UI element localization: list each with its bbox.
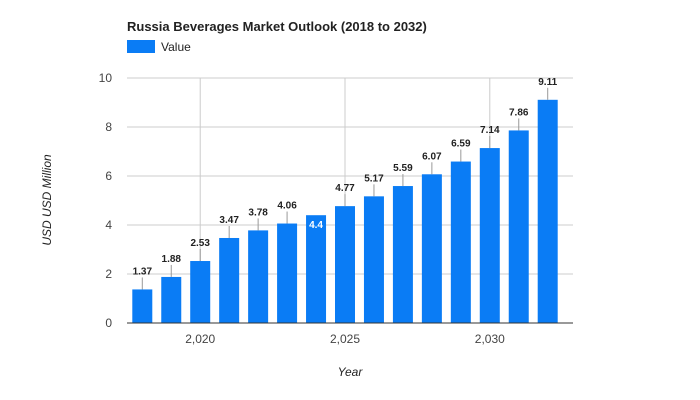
bar bbox=[363, 196, 384, 323]
x-axis-ticks: 2,020 2,025 2,030 bbox=[185, 332, 505, 346]
bar bbox=[219, 237, 240, 323]
x-tick-label: 2,030 bbox=[475, 332, 505, 346]
x-tick-label: 2,020 bbox=[185, 332, 215, 346]
bar bbox=[306, 215, 327, 323]
data-label: 6.07 bbox=[422, 151, 442, 162]
legend: Value bbox=[127, 40, 191, 54]
data-label: 9.11 bbox=[538, 77, 557, 88]
data-label: 1.88 bbox=[162, 254, 182, 265]
y-tick-label: 10 bbox=[99, 71, 113, 85]
data-label: 4.77 bbox=[335, 183, 355, 194]
bar bbox=[450, 161, 471, 323]
bar bbox=[508, 130, 529, 323]
y-tick-label: 8 bbox=[105, 120, 112, 134]
bar bbox=[479, 148, 500, 323]
bars bbox=[132, 99, 558, 324]
data-label: 3.47 bbox=[219, 215, 239, 226]
bar bbox=[335, 206, 355, 323]
data-label: 1.37 bbox=[133, 266, 153, 277]
data-label: 4.06 bbox=[277, 201, 297, 212]
bar bbox=[132, 289, 153, 323]
x-axis-label: Year bbox=[338, 365, 364, 379]
bar bbox=[161, 276, 182, 323]
bar bbox=[277, 223, 298, 323]
data-label: 5.17 bbox=[364, 173, 384, 184]
legend-label: Value bbox=[161, 40, 191, 54]
chart-title: Russia Beverages Market Outlook (2018 to… bbox=[127, 19, 427, 34]
data-label: 4.4 bbox=[309, 220, 323, 231]
data-label: 5.59 bbox=[393, 163, 413, 174]
data-labels: 1.37 1.88 2.53 3.47 3.78 4.06 4.4 4.77 5.17 5.59 6… bbox=[133, 77, 558, 290]
legend-swatch bbox=[127, 40, 155, 53]
bar bbox=[421, 174, 442, 323]
data-label: 2.53 bbox=[190, 238, 210, 249]
bar bbox=[392, 186, 413, 323]
data-label: 7.14 bbox=[480, 125, 500, 136]
bar bbox=[248, 230, 269, 323]
y-tick-label: 2 bbox=[105, 267, 112, 281]
x-tick-label: 2,025 bbox=[330, 332, 360, 346]
data-label: 6.59 bbox=[451, 139, 471, 150]
data-label: 3.78 bbox=[248, 207, 268, 218]
y-axis-ticks: 0 2 4 6 8 10 bbox=[99, 71, 113, 330]
data-label: 7.86 bbox=[509, 107, 529, 118]
bar bbox=[190, 261, 211, 323]
y-axis-label: USD USD Million bbox=[40, 154, 54, 246]
bar bbox=[537, 99, 558, 324]
y-tick-label: 4 bbox=[105, 218, 112, 232]
y-tick-label: 0 bbox=[105, 316, 112, 330]
y-tick-label: 6 bbox=[105, 169, 112, 183]
